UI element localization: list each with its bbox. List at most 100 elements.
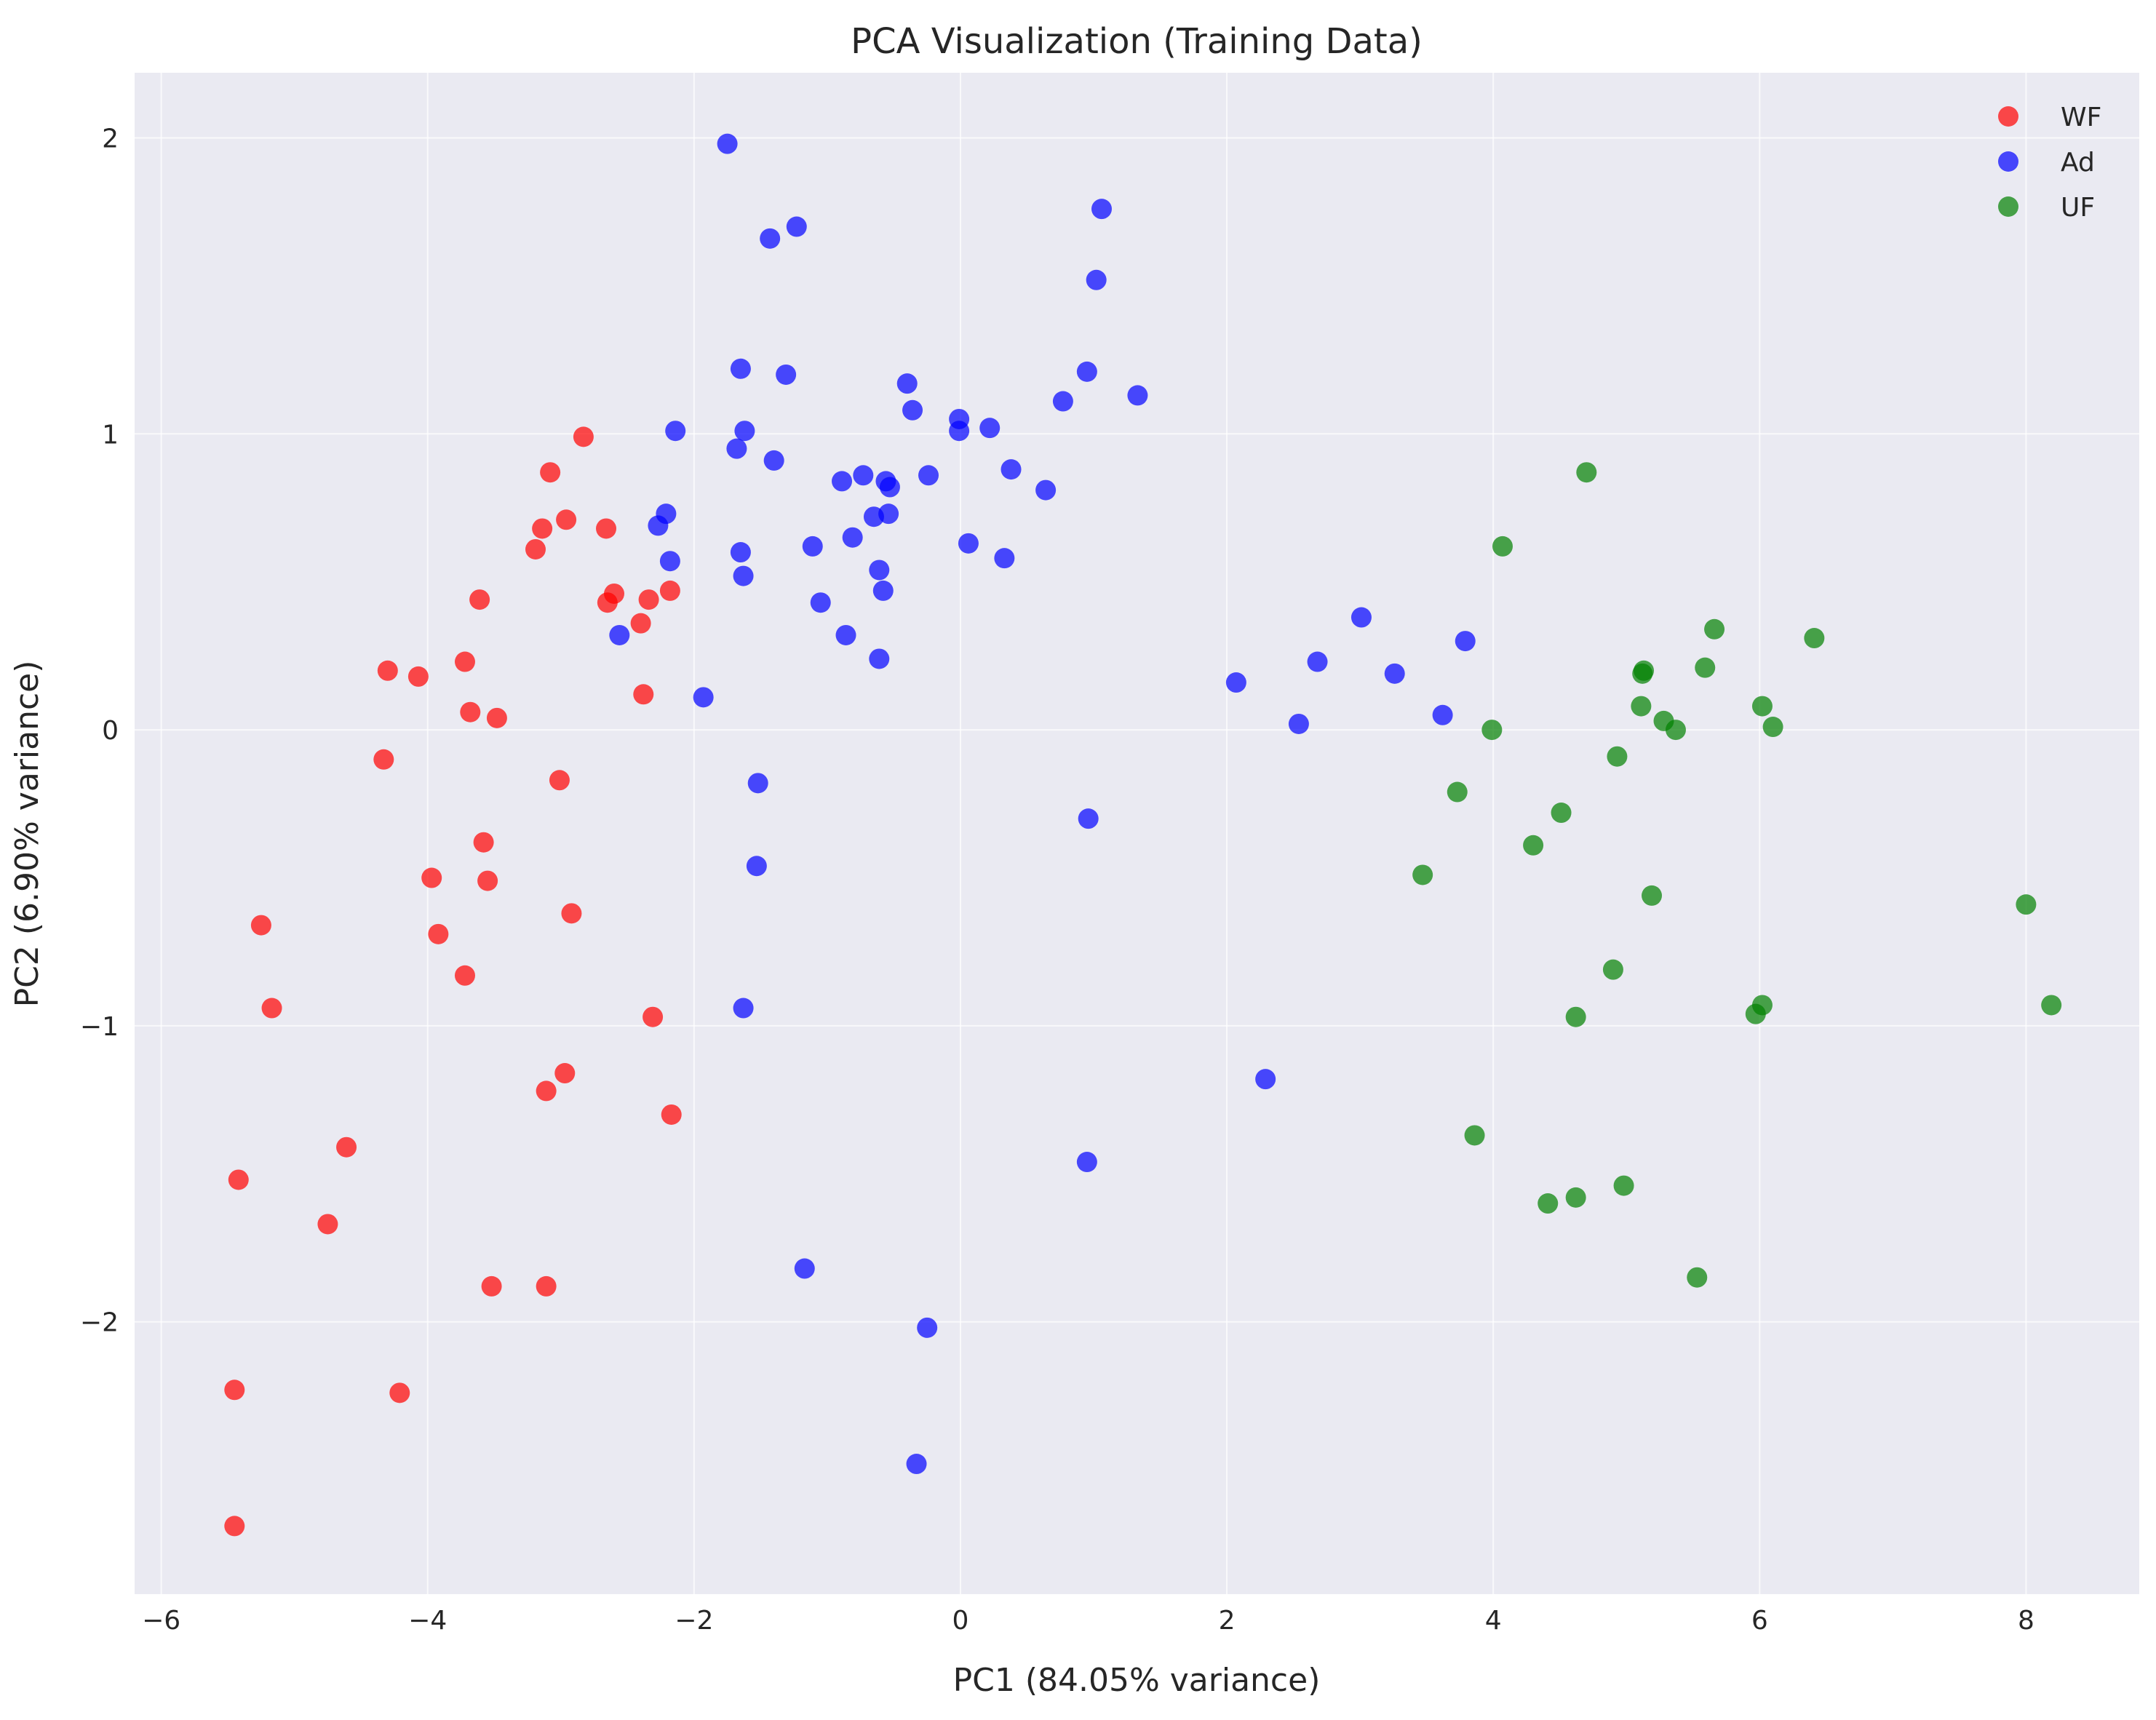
data-point-ad — [1001, 459, 1022, 480]
data-point-wf — [486, 707, 507, 728]
data-point-wf — [336, 1136, 357, 1158]
data-point-wf — [573, 426, 594, 447]
data-point-ad — [665, 421, 686, 442]
data-point-ad — [733, 998, 754, 1019]
data-point-ad — [1078, 808, 1099, 829]
data-point-wf — [549, 770, 570, 791]
data-point-ad — [869, 560, 890, 581]
legend: WF Ad UF — [1998, 103, 2101, 223]
data-point-wf — [250, 915, 271, 936]
data-point-ad — [879, 477, 900, 498]
data-point-ad — [733, 565, 754, 586]
data-point-uf — [1642, 885, 1663, 906]
data-point-wf — [261, 998, 282, 1019]
x-tick-label: 0 — [952, 1606, 968, 1636]
data-point-wf — [561, 903, 582, 924]
data-point-ad — [734, 421, 755, 442]
data-point-ad — [1255, 1069, 1276, 1090]
legend-marker-uf — [1998, 196, 2018, 217]
y-axis-label: PC2 (6.90% variance) — [9, 661, 46, 1008]
x-tick-label: −6 — [142, 1606, 180, 1636]
data-point-ad — [906, 1454, 927, 1475]
data-point-wf — [407, 666, 429, 687]
y-tick-label: 0 — [102, 716, 119, 746]
data-point-wf — [532, 518, 553, 539]
data-point-ad — [726, 438, 747, 459]
data-point-ad — [802, 535, 823, 557]
data-point-ad — [1086, 269, 1107, 290]
data-point-uf — [1607, 746, 1628, 767]
data-point-ad — [949, 421, 970, 442]
y-tick-label: −1 — [80, 1012, 119, 1042]
data-point-ad — [1052, 391, 1073, 412]
data-point-ad — [659, 551, 680, 572]
data-point-uf — [1762, 717, 1783, 738]
data-point-wf — [373, 749, 394, 770]
data-point-ad — [730, 542, 751, 563]
data-point-wf — [633, 684, 654, 705]
data-point-ad — [917, 1317, 938, 1338]
data-point-ad — [1432, 704, 1453, 725]
y-tick-label: 1 — [102, 420, 119, 450]
data-point-ad — [693, 687, 714, 708]
data-point-wf — [554, 1063, 576, 1084]
data-point-ad — [794, 1258, 815, 1279]
data-point-uf — [1565, 1187, 1586, 1208]
chart-title: PCA Visualization (Training Data) — [851, 21, 1423, 62]
data-point-uf — [1565, 1006, 1586, 1027]
data-point-ad — [902, 399, 923, 421]
data-point-ad — [878, 503, 899, 525]
data-point-uf — [1576, 462, 1597, 483]
x-tick-label: 6 — [1751, 1606, 1768, 1636]
x-tick-label: −4 — [408, 1606, 447, 1636]
data-point-uf — [1551, 803, 1572, 824]
data-point-wf — [421, 867, 442, 888]
x-tick-label: 8 — [2018, 1606, 2034, 1636]
data-point-wf — [630, 613, 651, 634]
data-point-uf — [1704, 618, 1725, 640]
legend-marker-ad — [1998, 151, 2018, 172]
data-point-ad — [896, 373, 918, 394]
data-point-ad — [1035, 479, 1057, 501]
axis-ticks: −6 −4 −2 0 2 4 6 8 −2 −1 0 1 2 — [80, 124, 2034, 1636]
data-point-ad — [918, 465, 939, 486]
data-point-uf — [1687, 1267, 1708, 1288]
data-point-ad — [730, 358, 751, 379]
data-point-uf — [1481, 720, 1503, 741]
grid — [135, 73, 2139, 1594]
data-point-wf — [481, 1275, 502, 1297]
data-point-wf — [460, 701, 481, 722]
data-point-ad — [832, 471, 853, 492]
data-point-ad — [869, 648, 890, 669]
data-point-wf — [661, 1104, 682, 1125]
data-point-ad — [958, 533, 979, 554]
data-point-ad — [747, 773, 768, 794]
data-point-ad — [1307, 651, 1328, 672]
data-point-uf — [2041, 995, 2062, 1016]
data-point-wf — [556, 509, 577, 530]
data-point-wf — [228, 1169, 249, 1190]
data-point-ad — [763, 450, 784, 471]
data-point-wf — [659, 580, 680, 601]
data-point-uf — [1751, 696, 1773, 717]
data-point-ad — [810, 592, 831, 613]
data-point-ad — [1351, 607, 1372, 628]
data-point-wf — [638, 589, 659, 610]
plot-area — [135, 73, 2139, 1594]
data-point-ad — [717, 133, 738, 154]
data-point-wf — [536, 1080, 557, 1102]
data-point-wf — [525, 538, 546, 560]
data-point-ad — [746, 856, 767, 877]
data-point-ad — [609, 624, 630, 645]
data-point-wf — [596, 518, 617, 539]
data-point-uf — [1492, 535, 1513, 557]
data-point-wf — [604, 583, 625, 604]
data-point-ad — [994, 548, 1015, 569]
data-point-uf — [1538, 1193, 1559, 1214]
scatter-points — [224, 133, 2062, 1537]
data-point-wf — [224, 1516, 245, 1537]
data-point-uf — [1602, 959, 1623, 980]
data-point-wf — [454, 651, 475, 672]
data-point-wf — [389, 1382, 410, 1404]
data-point-ad — [1288, 713, 1309, 734]
